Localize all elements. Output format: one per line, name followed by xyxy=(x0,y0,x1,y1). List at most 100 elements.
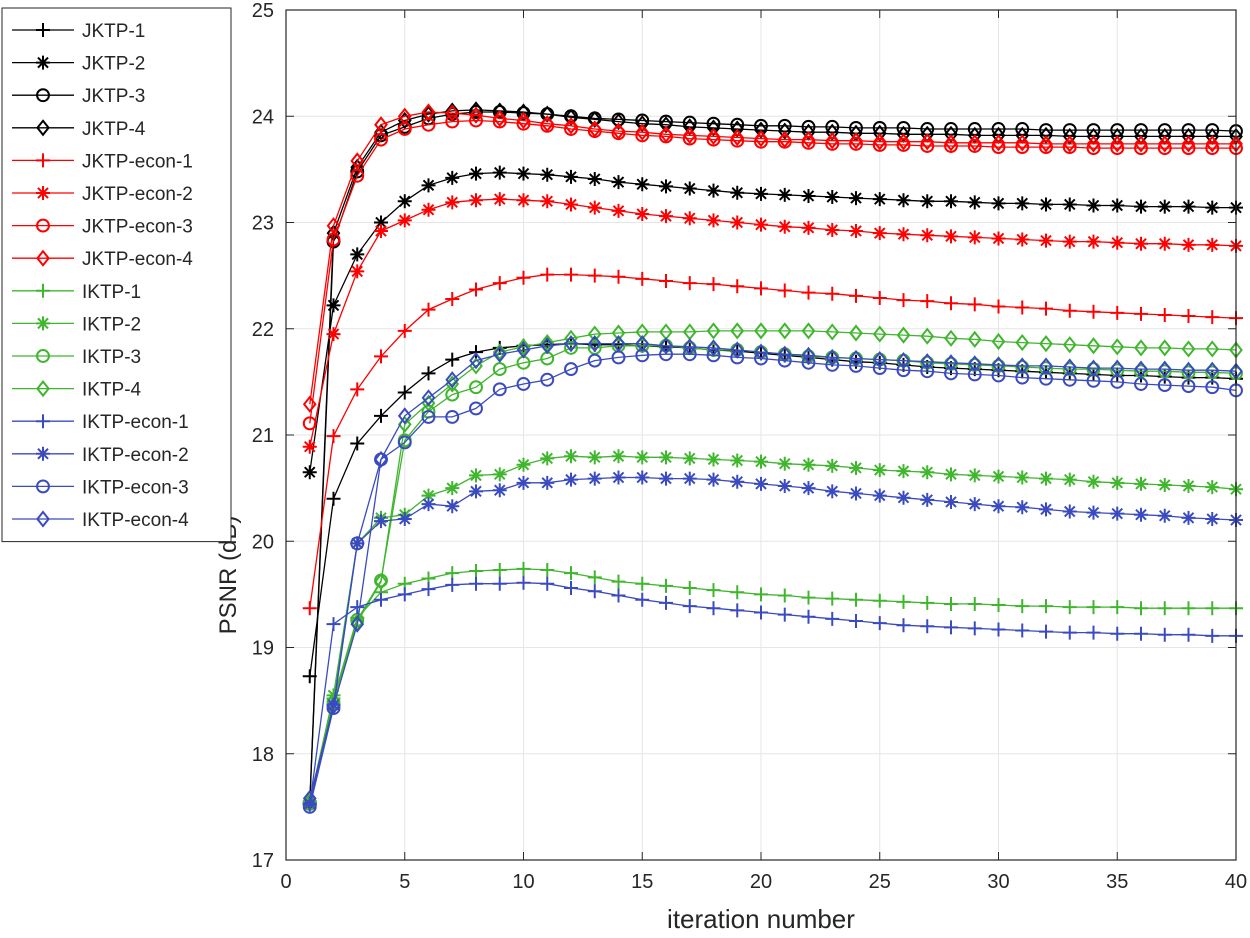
point-marker xyxy=(421,488,436,503)
legend-box xyxy=(1,7,232,543)
point-marker xyxy=(920,492,935,507)
legend-entry: IKTP-econ-1 xyxy=(12,412,189,433)
point-marker xyxy=(967,497,982,512)
point-marker xyxy=(469,468,483,483)
legend-entry: JKTP-econ-4 xyxy=(12,249,193,270)
point-marker xyxy=(635,128,650,143)
point-marker xyxy=(967,596,982,611)
point-marker xyxy=(36,186,50,200)
point-marker xyxy=(682,451,697,466)
point-marker xyxy=(611,175,626,190)
point-marker xyxy=(492,467,507,482)
point-marker xyxy=(302,789,317,807)
point-marker xyxy=(516,475,531,490)
point-marker xyxy=(492,562,507,577)
point-marker xyxy=(445,292,460,306)
point-marker xyxy=(1086,359,1101,377)
point-marker xyxy=(1181,199,1196,214)
point-marker xyxy=(706,277,721,292)
point-marker xyxy=(682,118,697,136)
point-marker xyxy=(825,132,840,150)
point-marker xyxy=(564,197,578,212)
point-marker xyxy=(1062,358,1077,376)
point-marker xyxy=(1015,333,1030,352)
point-marker xyxy=(1110,198,1125,213)
point-marker xyxy=(469,282,483,297)
point-marker xyxy=(516,341,531,359)
point-marker xyxy=(374,349,388,364)
point-marker xyxy=(872,137,887,152)
point-marker xyxy=(611,470,626,485)
point-marker xyxy=(1205,340,1220,358)
point-marker xyxy=(896,193,911,208)
point-marker xyxy=(872,350,887,369)
point-marker xyxy=(967,621,982,636)
point-marker xyxy=(445,104,460,122)
series-IKTP-econ-3 xyxy=(302,347,1243,814)
point-marker xyxy=(326,298,341,313)
x-tick-label: 20 xyxy=(750,871,772,893)
point-marker xyxy=(1181,601,1196,616)
point-marker xyxy=(421,409,436,424)
point-marker xyxy=(1110,506,1125,521)
point-marker xyxy=(36,153,50,168)
point-marker xyxy=(635,470,650,485)
point-marker xyxy=(445,499,460,514)
point-marker xyxy=(659,337,673,355)
x-tick-label: 15 xyxy=(631,871,653,893)
point-marker xyxy=(540,562,555,577)
point-marker xyxy=(374,408,388,423)
point-marker xyxy=(825,323,840,341)
point-marker xyxy=(754,121,768,139)
point-marker xyxy=(36,479,50,494)
point-marker xyxy=(587,171,602,186)
legend-entry: JKTP-1 xyxy=(12,21,145,42)
point-marker xyxy=(730,322,745,340)
point-marker xyxy=(1039,197,1053,212)
point-marker xyxy=(611,112,626,131)
point-marker xyxy=(540,115,555,133)
point-marker xyxy=(754,476,768,491)
point-marker xyxy=(682,338,697,356)
point-marker xyxy=(421,103,436,121)
series-line xyxy=(309,455,1237,802)
point-marker xyxy=(967,468,982,483)
series-JKTP-econ-3 xyxy=(302,113,1243,431)
point-marker xyxy=(587,584,602,599)
point-marker xyxy=(445,170,460,185)
point-marker xyxy=(1205,310,1220,325)
point-marker xyxy=(587,268,602,283)
point-marker xyxy=(302,799,317,814)
series-line xyxy=(309,171,1236,473)
point-marker xyxy=(991,356,1006,374)
point-marker xyxy=(1157,378,1172,393)
point-marker xyxy=(754,281,768,296)
point-marker xyxy=(1205,380,1220,395)
point-marker xyxy=(397,323,412,338)
point-marker xyxy=(611,335,626,353)
point-marker xyxy=(36,88,50,103)
point-marker xyxy=(801,135,816,150)
point-marker xyxy=(991,299,1006,314)
point-marker xyxy=(849,224,863,238)
point-marker xyxy=(920,619,935,634)
point-marker xyxy=(635,123,650,141)
point-marker xyxy=(1181,340,1196,358)
point-marker xyxy=(350,436,365,451)
point-marker xyxy=(706,472,721,487)
series-line xyxy=(309,342,1237,799)
point-marker xyxy=(516,270,531,285)
point-marker xyxy=(397,194,412,209)
point-marker xyxy=(1015,300,1030,315)
point-marker xyxy=(872,361,887,376)
point-marker xyxy=(445,352,460,367)
point-marker xyxy=(920,353,935,371)
point-marker xyxy=(825,348,840,367)
legend-label: JKTP-econ-1 xyxy=(82,151,193,172)
legend-label: JKTP-econ-3 xyxy=(82,217,193,238)
point-marker xyxy=(991,368,1006,383)
x-axis-label: iteration number xyxy=(667,904,855,934)
legend-label: IKTP-econ-4 xyxy=(82,510,189,531)
point-marker xyxy=(682,276,697,291)
point-marker xyxy=(1134,306,1148,321)
